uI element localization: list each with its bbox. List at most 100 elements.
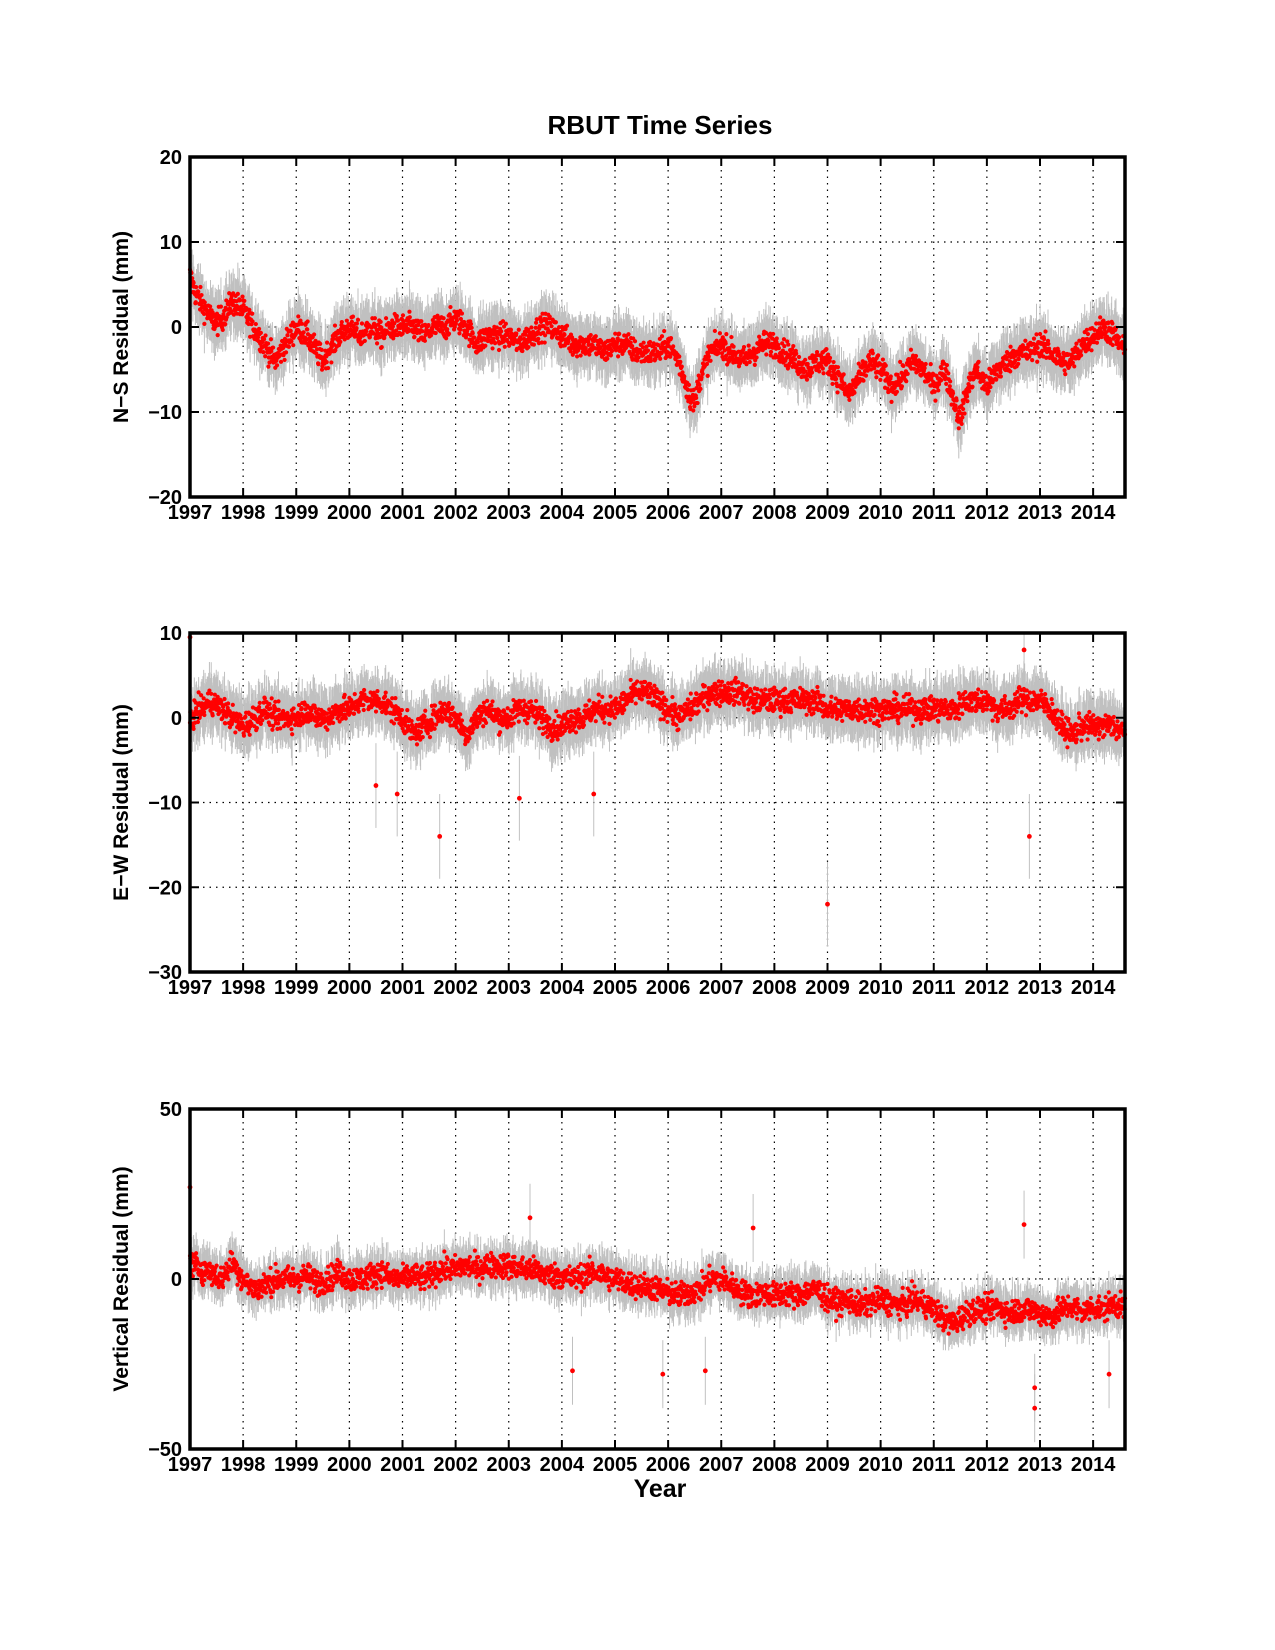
data-point bbox=[406, 328, 411, 334]
data-point bbox=[516, 327, 521, 332]
data-point bbox=[240, 294, 245, 299]
data-point bbox=[946, 371, 951, 376]
data-point bbox=[757, 334, 762, 339]
data-point bbox=[1030, 358, 1035, 363]
data-point bbox=[700, 371, 705, 376]
data-point bbox=[291, 343, 296, 348]
data-point bbox=[446, 331, 452, 336]
data-point bbox=[319, 347, 324, 353]
data-point bbox=[791, 343, 796, 349]
data-point bbox=[746, 343, 751, 348]
chart-panel-1: 1997 1998 1999 2000 2001 2002 2003 2004 2005 2006… bbox=[110, 147, 1128, 524]
data-point bbox=[717, 331, 723, 336]
data-point bbox=[874, 375, 879, 380]
data-point bbox=[412, 334, 417, 340]
data-point bbox=[354, 325, 359, 331]
data-point bbox=[305, 327, 310, 332]
data-point bbox=[253, 321, 258, 327]
data-point bbox=[278, 359, 284, 364]
data-point bbox=[899, 384, 905, 389]
data-point bbox=[445, 327, 450, 332]
data-point bbox=[965, 399, 970, 404]
data-point bbox=[630, 343, 635, 349]
data-point bbox=[695, 400, 700, 406]
data-point bbox=[194, 285, 199, 290]
data-point bbox=[364, 329, 369, 334]
data-point bbox=[250, 311, 255, 316]
data-point bbox=[964, 394, 970, 399]
data-point bbox=[691, 408, 696, 413]
data-point bbox=[193, 300, 198, 305]
data-point bbox=[526, 344, 531, 350]
data-point bbox=[764, 352, 769, 357]
data-point bbox=[533, 325, 538, 330]
data-point bbox=[847, 397, 852, 403]
data-point bbox=[324, 360, 329, 365]
data-point bbox=[221, 312, 226, 317]
data-point bbox=[729, 334, 734, 340]
data-point bbox=[274, 363, 280, 368]
data-point bbox=[383, 316, 389, 321]
data-point bbox=[285, 333, 290, 338]
data-point bbox=[723, 341, 728, 346]
data-point bbox=[679, 364, 684, 369]
data-point bbox=[500, 319, 506, 324]
data-point bbox=[378, 319, 383, 324]
data-point bbox=[923, 361, 928, 367]
data-point bbox=[263, 333, 268, 338]
data-point bbox=[682, 374, 687, 379]
data-point bbox=[339, 319, 344, 325]
data-point bbox=[258, 330, 263, 335]
data-point bbox=[269, 349, 274, 354]
data-point bbox=[362, 338, 367, 344]
data-point bbox=[229, 309, 234, 314]
data-point bbox=[250, 319, 255, 324]
data-point bbox=[752, 362, 757, 367]
data-point bbox=[218, 304, 224, 309]
data-point bbox=[191, 280, 196, 285]
data-point bbox=[237, 298, 242, 303]
data-point bbox=[374, 341, 380, 346]
data-point bbox=[954, 398, 959, 403]
data-point bbox=[271, 345, 276, 350]
data-point bbox=[768, 349, 774, 354]
data-point bbox=[648, 339, 653, 345]
data-point bbox=[1016, 356, 1021, 362]
data-points bbox=[187, 267, 1128, 431]
data-point bbox=[350, 314, 356, 319]
data-point bbox=[659, 334, 665, 339]
data-point bbox=[588, 332, 593, 338]
data-point bbox=[944, 363, 950, 368]
data-point bbox=[215, 333, 220, 338]
data-point bbox=[878, 377, 883, 382]
data-point bbox=[514, 331, 519, 336]
data-point bbox=[632, 339, 638, 344]
data-point bbox=[407, 315, 412, 320]
data-point bbox=[835, 390, 840, 395]
data-point bbox=[344, 318, 349, 323]
data-point bbox=[809, 370, 815, 375]
data-point bbox=[202, 300, 207, 305]
data-point bbox=[495, 335, 500, 341]
data-point bbox=[894, 389, 900, 394]
data-point bbox=[724, 332, 729, 337]
data-point bbox=[496, 347, 502, 353]
data-point bbox=[319, 367, 325, 372]
data-point bbox=[908, 347, 914, 352]
data-point bbox=[841, 372, 846, 377]
data-point bbox=[593, 334, 598, 339]
data-point bbox=[529, 325, 534, 330]
data-point bbox=[970, 384, 975, 389]
data-point bbox=[1035, 345, 1040, 351]
data-point bbox=[494, 325, 499, 330]
data-point bbox=[308, 339, 313, 344]
data-point bbox=[288, 328, 293, 333]
data-point bbox=[376, 331, 381, 337]
data-point bbox=[483, 343, 488, 348]
data-point bbox=[407, 309, 412, 314]
data-point bbox=[889, 399, 894, 404]
data-point bbox=[905, 371, 910, 376]
data-point bbox=[786, 342, 791, 347]
data-point bbox=[776, 345, 782, 351]
data-point bbox=[863, 373, 869, 378]
